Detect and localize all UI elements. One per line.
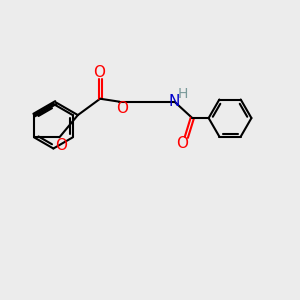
Text: N: N — [169, 94, 180, 109]
Text: H: H — [178, 87, 188, 101]
Text: O: O — [116, 101, 128, 116]
Text: O: O — [55, 138, 67, 153]
Text: O: O — [176, 136, 188, 152]
Text: O: O — [94, 65, 106, 80]
